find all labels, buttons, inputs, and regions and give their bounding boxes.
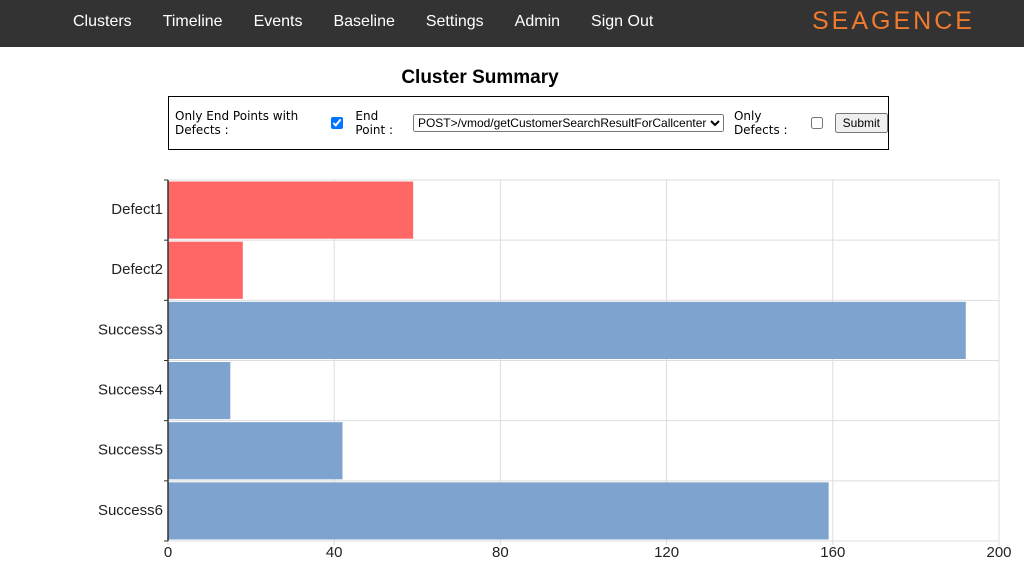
checkbox[interactable] <box>331 117 344 129</box>
bar <box>168 362 231 420</box>
y-tick-label: Success5 <box>98 442 163 459</box>
x-tick-label: 200 <box>986 544 1011 561</box>
x-tick-label: 80 <box>492 544 509 561</box>
y-tick-label: Success3 <box>98 321 163 338</box>
y-tick-label: Defect1 <box>111 201 163 218</box>
y-tick-label: Success6 <box>98 502 163 519</box>
x-tick-label: 160 <box>820 544 845 561</box>
nav-item[interactable]: Admin <box>514 13 561 30</box>
checkbox[interactable] <box>810 117 823 129</box>
x-tick-label: 0 <box>164 544 172 561</box>
label: Only Defects : <box>733 109 788 137</box>
page-title: Cluster Summary <box>401 67 559 88</box>
nav-item[interactable]: Timeline <box>162 13 223 30</box>
submit-button[interactable]: Submit <box>834 113 889 133</box>
nav-items: Clusters Timeline Events Baseline Settings Ad… <box>73 13 653 31</box>
nav-item[interactable]: Sign Out <box>591 13 654 30</box>
bar <box>168 301 966 359</box>
y-tick-label: Defect2 <box>111 261 163 278</box>
nav-bar: Clusters Timeline Events Baseline Settings Ad… <box>0 0 1024 47</box>
filter-form: Only End Points with Defects : End Point… <box>168 96 889 150</box>
x-tick-label: 120 <box>654 544 679 561</box>
bar <box>168 241 243 299</box>
bar <box>168 482 829 540</box>
bar <box>168 422 343 480</box>
bar <box>168 181 414 239</box>
x-tick-label: 40 <box>326 544 343 561</box>
nav-item[interactable]: Settings <box>425 13 484 30</box>
y-tick-label: Success4 <box>98 382 163 399</box>
label: End Point : <box>355 109 394 137</box>
nav-item[interactable]: Clusters <box>73 13 132 30</box>
label: Only End Points with Defects : <box>175 109 299 137</box>
nav-item[interactable]: Events <box>253 13 303 30</box>
logo[interactable]: SEAGENCE <box>812 7 975 35</box>
endpoint-select[interactable]: POST>/vmod/getCustomerSearchResultForCal… <box>412 114 724 132</box>
nav-item[interactable]: Baseline <box>333 13 395 30</box>
